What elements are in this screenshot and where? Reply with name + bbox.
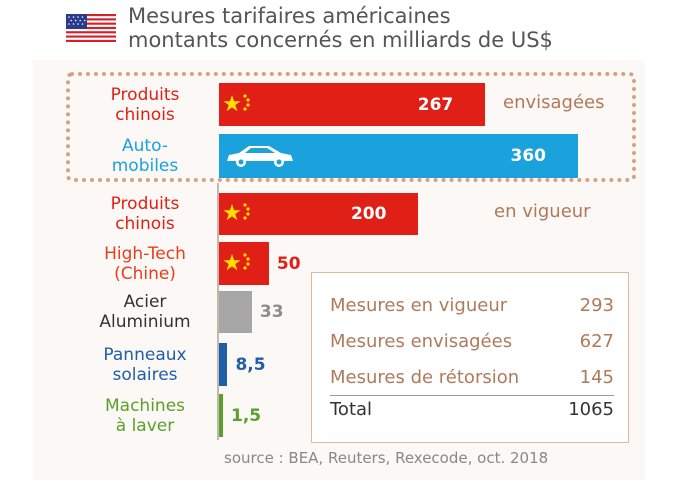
bar-value-label: 33	[259, 302, 284, 322]
bar-value-label: 200	[350, 204, 387, 224]
bar	[219, 242, 269, 285]
category-label: Auto- mobiles	[111, 136, 179, 176]
chart-title: Mesures tarifaires américaines	[128, 4, 451, 28]
bar-value-label: 50	[276, 253, 301, 274]
summary-row: Mesures en vigueur 293	[330, 295, 614, 323]
car-icon	[227, 146, 293, 167]
summary-label: Mesures en vigueur	[330, 295, 508, 316]
summary-row: Mesures de rétorsion 145	[330, 367, 614, 395]
summary-value: 627	[579, 331, 614, 352]
category-label: Panneaux solaires	[103, 344, 187, 385]
bar	[219, 394, 223, 437]
summary-table: Mesures en vigueur 293 Mesures envisagée…	[311, 272, 629, 443]
summary-total-value: 1065	[568, 399, 614, 420]
bar: 267	[219, 83, 486, 126]
summary-value: 145	[579, 367, 614, 388]
summary-label: Mesures de rétorsion	[330, 367, 520, 388]
category-label: High-Tech (Chine)	[104, 243, 186, 284]
envisaged-group-frame	[66, 72, 636, 182]
summary-total-label: Total	[330, 399, 373, 420]
bar-value-label: 267	[417, 94, 454, 115]
group-label: en vigueur	[494, 201, 591, 222]
category-label: Produits chinois	[110, 194, 180, 234]
bar	[219, 291, 252, 333]
bar-value-label: 360	[510, 146, 547, 166]
category-label: Acier Aluminium	[99, 292, 191, 332]
china-flag-icon	[223, 93, 250, 111]
us-flag-icon	[66, 14, 116, 42]
chart-subtitle: montants concernés en milliards de US$	[128, 28, 553, 52]
bar-value-label: 1,5	[231, 405, 262, 426]
summary-value: 293	[579, 295, 614, 316]
chart-header: Mesures tarifaires américaines montants …	[0, 0, 695, 60]
china-flag-icon	[223, 203, 250, 221]
bar: 200	[219, 193, 419, 235]
chart-source: source : BEA, Reuters, Rexecode, oct. 20…	[224, 449, 549, 467]
china-flag-icon	[223, 252, 250, 270]
chart-axis	[217, 183, 219, 440]
group-label: envisagées	[503, 92, 605, 113]
bar	[219, 343, 228, 386]
bar-value-label: 8,5	[235, 354, 266, 375]
category-label: Machines à laver	[104, 395, 186, 436]
summary-row: Mesures envisagées 627	[330, 331, 614, 359]
category-label: Produits chinois	[110, 84, 180, 125]
summary-label: Mesures envisagées	[330, 331, 513, 352]
summary-total-row: Total 1065	[330, 395, 614, 423]
